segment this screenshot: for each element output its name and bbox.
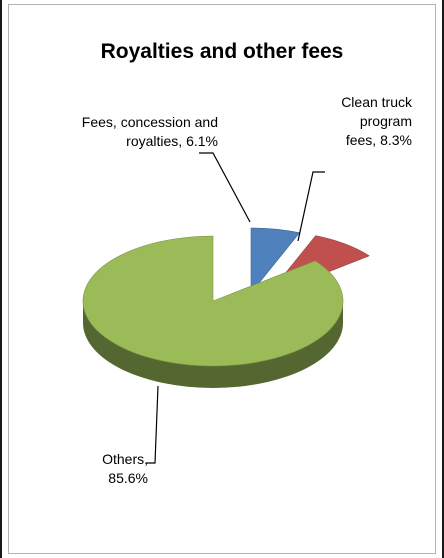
leader-line-others	[146, 385, 159, 464]
slice-side-others	[83, 301, 343, 388]
slice-label-fees-concession-royalties: Fees, concession and royalties, 6.1%	[81, 114, 218, 149]
chart-area	[8, 4, 436, 554]
slice-label-others: Others, 85.6%	[102, 451, 148, 486]
leader-line-fees-concession-royalties	[199, 152, 251, 223]
chart-title: Royalties and other fees	[100, 40, 344, 63]
leader-line-clean-truck-program-fees	[297, 171, 325, 242]
slice-others	[82, 235, 344, 367]
slice-label-clean-truck-program-fees: Clean truck program fees, 8.3%	[341, 94, 412, 148]
